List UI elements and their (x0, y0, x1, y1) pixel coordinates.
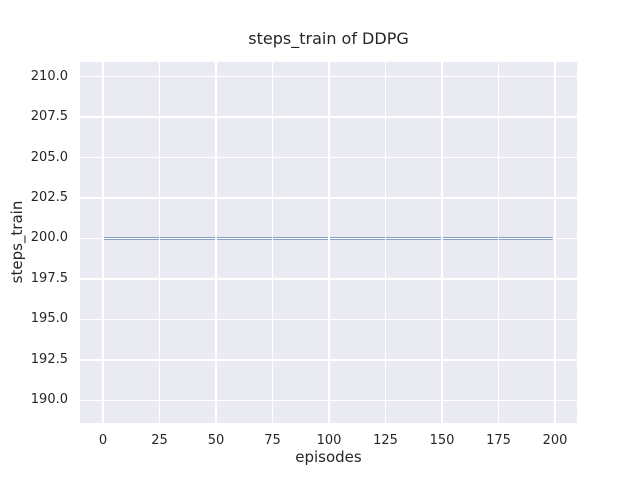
x-gridline (554, 62, 556, 423)
x-gridline (384, 62, 387, 423)
x-gridline (215, 62, 217, 423)
x-tick-label: 50 (207, 433, 225, 448)
x-gridline (328, 62, 330, 423)
y-tick-label: 200.0 (30, 230, 68, 246)
x-gridline (102, 62, 104, 423)
x-gridline (497, 62, 500, 423)
y-tick-label: 210.0 (30, 68, 68, 84)
x-tick-label: 100 (316, 433, 342, 448)
y-tick-label: 205.0 (30, 149, 68, 165)
x-tick-label: 175 (486, 433, 511, 448)
x-tick-label: 75 (264, 433, 281, 448)
x-gridline (441, 62, 443, 423)
x-tick-label: 25 (151, 433, 168, 448)
x-tick-label: 200 (542, 433, 568, 448)
plot-area (80, 62, 577, 423)
y-tick-label: 197.5 (30, 270, 68, 286)
x-tick-label: 0 (98, 433, 108, 448)
x-gridline (158, 62, 161, 423)
y-tick-label: 192.5 (30, 351, 68, 367)
y-tick-label: 190.0 (30, 392, 68, 408)
x-tick-label: 150 (429, 433, 455, 448)
x-axis-label: episodes (295, 448, 362, 466)
y-tick-label: 202.5 (30, 189, 68, 205)
x-gridline (271, 62, 274, 423)
y-tick-label: 207.5 (30, 109, 68, 125)
y-tick-label: 195.0 (30, 311, 68, 327)
chart-title: steps_train of DDPG (248, 29, 409, 48)
x-tick-label: 125 (373, 433, 398, 448)
